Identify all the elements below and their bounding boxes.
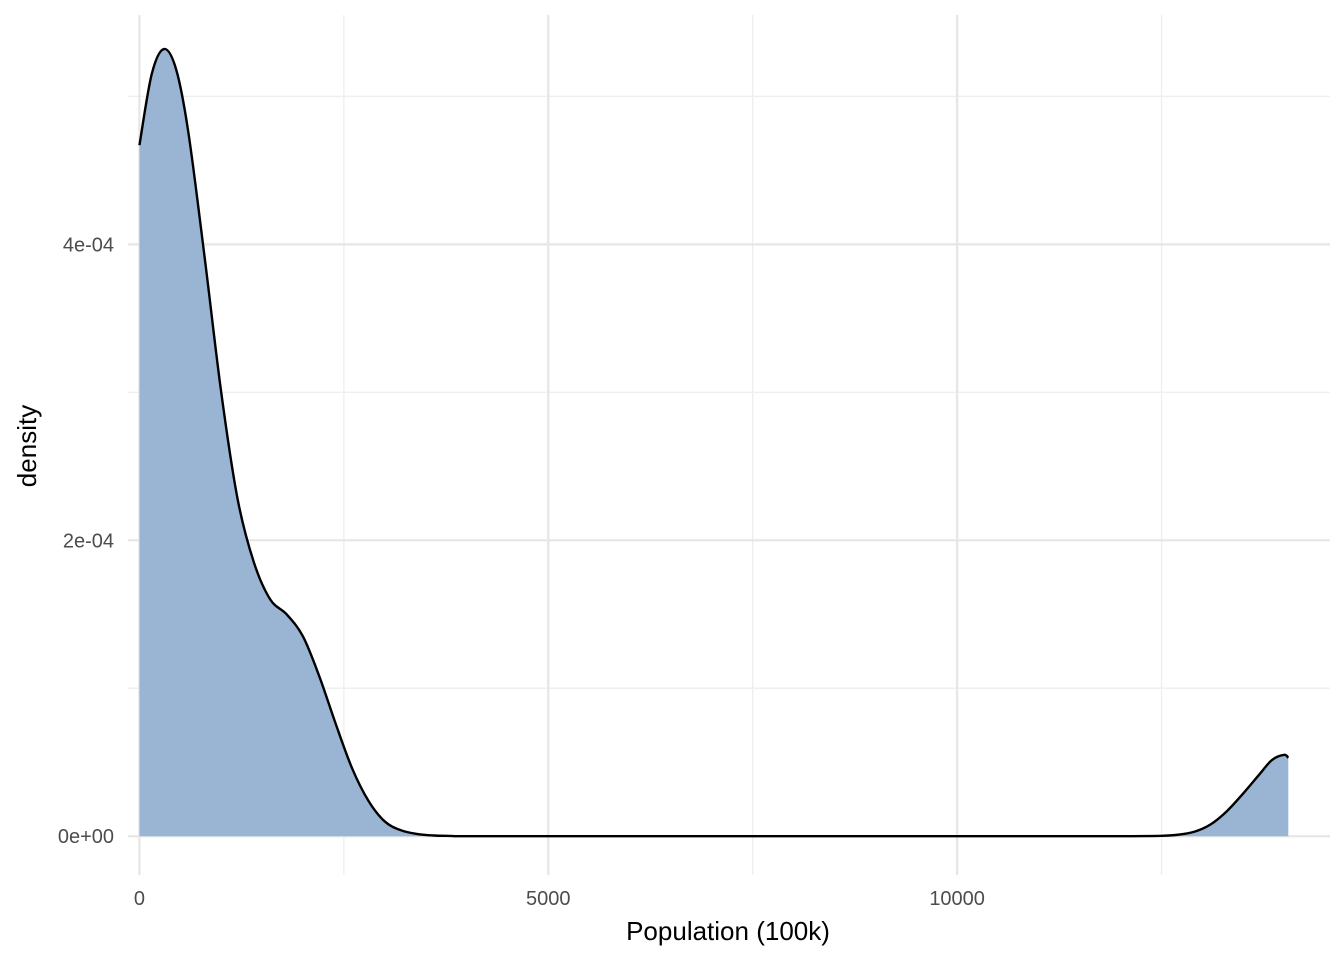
x-tick-label: 0	[134, 888, 145, 910]
x-tick-label: 5000	[526, 888, 571, 910]
density-curve	[138, 47, 1290, 838]
y-tick-label: 2e-04	[63, 530, 114, 552]
y-tick-label: 4e-04	[63, 234, 114, 256]
major-x-gridlines	[138, 15, 959, 875]
minor-x-gridlines	[343, 15, 1163, 875]
density-area	[139, 48, 1289, 837]
minor-y-gridlines	[128, 95, 1330, 689]
y-tick-label: 0e+00	[58, 826, 114, 848]
x-tick-labels: 0 5000 10000	[134, 888, 985, 910]
x-tick-label: 10000	[929, 888, 985, 910]
y-axis-title: density	[12, 405, 42, 487]
y-tick-labels: 0e+00 2e-04 4e-04	[58, 234, 114, 848]
x-axis-title: Population (100k)	[626, 916, 830, 946]
